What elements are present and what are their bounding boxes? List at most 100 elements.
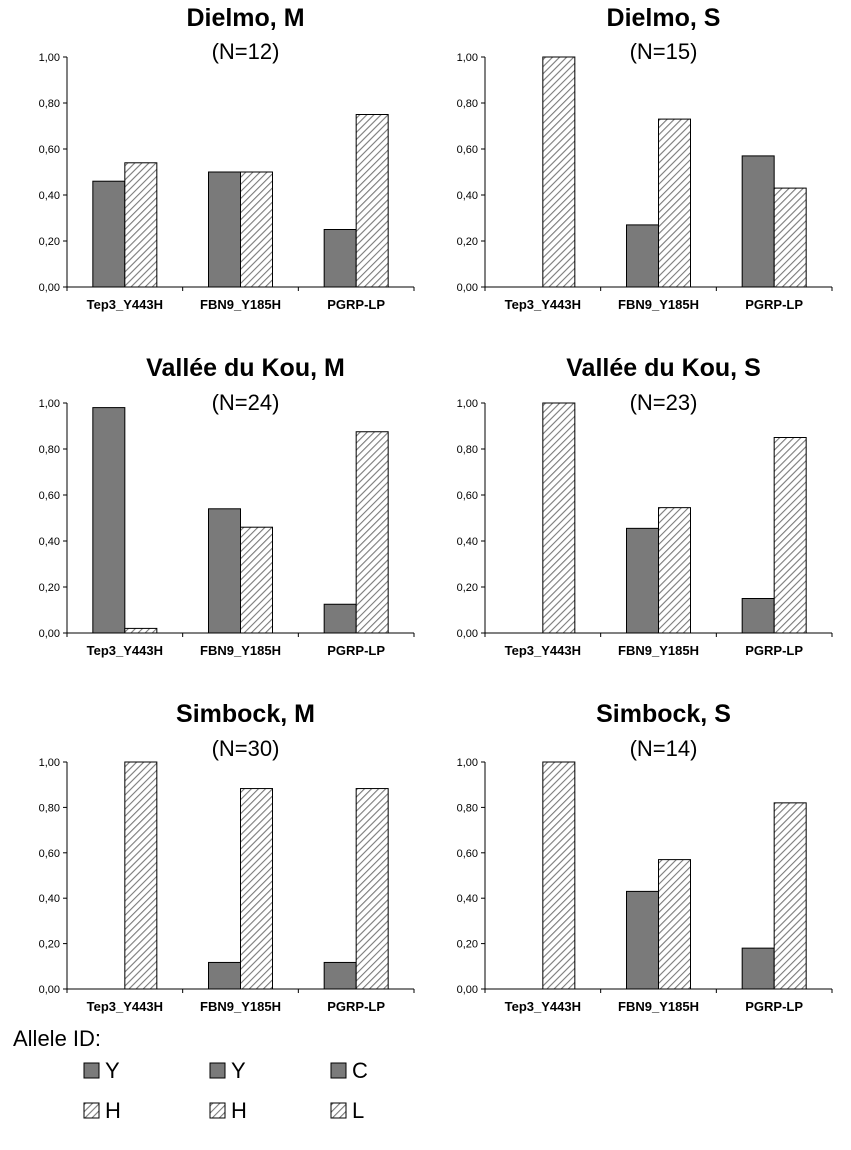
y-tick-label: 1,00 xyxy=(457,398,478,410)
bar-allele-1 xyxy=(324,604,356,633)
y-tick-label: 0,40 xyxy=(457,190,478,202)
y-tick-label: 0,40 xyxy=(39,536,60,548)
x-tick-label: FBN9_Y185H xyxy=(618,297,699,312)
x-tick-label: Tep3_Y443H xyxy=(87,999,163,1014)
x-tick-label: Tep3_Y443H xyxy=(505,297,581,312)
panel-sample-size: (N=30) xyxy=(212,736,280,761)
y-tick-label: 0,80 xyxy=(457,98,478,110)
y-tick-label: 0,80 xyxy=(457,444,478,456)
y-tick-label: 0,60 xyxy=(457,144,478,156)
bar-allele-2 xyxy=(356,789,388,989)
chart-panel-4: Vallée du Kou, S (N=23) 0,00 0,20 0,40 0,60 0,… xyxy=(457,354,832,658)
x-tick-label: Tep3_Y443H xyxy=(505,999,581,1014)
legend-label: Y xyxy=(105,1058,120,1083)
bar-allele-1 xyxy=(742,156,774,287)
y-tick-label: 0,00 xyxy=(39,984,60,996)
bar-allele-1 xyxy=(324,962,356,989)
y-tick-label: 0,60 xyxy=(39,490,60,502)
bar-allele-1 xyxy=(209,509,241,633)
x-tick-label: FBN9_Y185H xyxy=(200,297,281,312)
bar-allele-1 xyxy=(93,408,125,633)
panel-sample-size: (N=12) xyxy=(212,39,280,64)
y-tick-label: 0,20 xyxy=(39,236,60,248)
y-tick-label: 0,40 xyxy=(39,190,60,202)
x-tick-label: FBN9_Y185H xyxy=(200,643,281,658)
x-tick-label: PGRP-LP xyxy=(327,999,385,1014)
y-tick-label: 0,00 xyxy=(457,984,478,996)
y-tick-label: 0,40 xyxy=(457,536,478,548)
y-tick-label: 0,60 xyxy=(457,490,478,502)
bar-allele-1 xyxy=(324,230,356,288)
y-tick-label: 0,60 xyxy=(457,848,478,860)
y-tick-label: 0,80 xyxy=(39,802,60,814)
panel-sample-size: (N=15) xyxy=(630,39,698,64)
bar-allele-2 xyxy=(125,163,157,287)
panel-title: Dielmo, M xyxy=(186,4,304,32)
x-tick-label: PGRP-LP xyxy=(327,643,385,658)
bar-allele-2 xyxy=(125,628,157,633)
bar-allele-1 xyxy=(209,172,241,287)
panel-title: Simbock, S xyxy=(596,700,731,728)
legend-swatch-hatched xyxy=(331,1103,346,1118)
y-tick-label: 0,00 xyxy=(39,628,60,640)
x-tick-label: FBN9_Y185H xyxy=(200,999,281,1014)
panel-title: Dielmo, S xyxy=(607,4,721,32)
bar-allele-1 xyxy=(627,528,659,633)
x-tick-label: PGRP-LP xyxy=(745,297,803,312)
y-tick-label: 0,20 xyxy=(39,582,60,594)
y-tick-label: 0,20 xyxy=(457,236,478,248)
panel-title: Vallée du Kou, S xyxy=(566,354,761,382)
x-tick-label: Tep3_Y443H xyxy=(87,297,163,312)
x-tick-label: Tep3_Y443H xyxy=(505,643,581,658)
bar-allele-2 xyxy=(356,115,388,288)
chart-panel-5: Simbock, M (N=30) 0,00 0,20 0,40 0,60 0,80 1,00… xyxy=(39,700,414,1014)
bar-allele-1 xyxy=(742,599,774,634)
panel-sample-size: (N=23) xyxy=(630,390,698,415)
legend-swatch-solid xyxy=(84,1063,99,1078)
bar-allele-2 xyxy=(659,508,691,633)
y-tick-label: 0,80 xyxy=(39,98,60,110)
panel-sample-size: (N=14) xyxy=(630,736,698,761)
x-tick-label: FBN9_Y185H xyxy=(618,999,699,1014)
bar-allele-2 xyxy=(356,432,388,633)
chart-panel-2: Dielmo, S (N=15) 0,00 0,20 0,40 0,60 0,80 1,00 T… xyxy=(457,4,832,312)
y-tick-label: 1,00 xyxy=(457,757,478,769)
y-tick-label: 0,80 xyxy=(39,444,60,456)
y-tick-label: 1,00 xyxy=(39,52,60,64)
x-tick-label: PGRP-LP xyxy=(745,643,803,658)
y-tick-label: 0,60 xyxy=(39,848,60,860)
bar-allele-2 xyxy=(659,860,691,989)
bar-allele-2 xyxy=(774,188,806,287)
bar-allele-2 xyxy=(125,762,157,989)
y-tick-label: 0,80 xyxy=(457,802,478,814)
bar-allele-2 xyxy=(543,403,575,633)
y-tick-label: 0,40 xyxy=(457,893,478,905)
chart-panel-1: Dielmo, M (N=12) 0,00 0,20 0,40 0,60 0,80 1,00 T… xyxy=(39,4,414,312)
legend-label: H xyxy=(231,1098,247,1123)
legend-title: Allele ID: xyxy=(13,1026,101,1051)
legend-swatch-hatched xyxy=(210,1103,225,1118)
y-tick-label: 0,20 xyxy=(457,582,478,594)
legend-label: H xyxy=(105,1098,121,1123)
y-tick-label: 1,00 xyxy=(457,52,478,64)
chart-panel-6: Simbock, S (N=14) 0,00 0,20 0,40 0,60 0,80 1,00… xyxy=(457,700,832,1014)
bar-allele-2 xyxy=(241,789,273,989)
bar-allele-1 xyxy=(209,962,241,989)
legend-swatch-hatched xyxy=(84,1103,99,1118)
y-tick-label: 0,40 xyxy=(39,893,60,905)
bar-allele-2 xyxy=(241,527,273,633)
panel-sample-size: (N=24) xyxy=(212,390,280,415)
y-tick-label: 1,00 xyxy=(39,757,60,769)
bar-allele-2 xyxy=(543,57,575,287)
y-tick-label: 0,00 xyxy=(457,628,478,640)
bar-allele-2 xyxy=(774,803,806,989)
legend-label: Y xyxy=(231,1058,246,1083)
chart-panel-3: Vallée du Kou, M (N=24) 0,00 0,20 0,40 0,60 0,… xyxy=(39,354,414,658)
x-tick-label: Tep3_Y443H xyxy=(87,643,163,658)
panel-title: Vallée du Kou, M xyxy=(146,354,345,382)
bar-allele-1 xyxy=(742,948,774,989)
chart-panels: Dielmo, M (N=12) 0,00 0,20 0,40 0,60 0,80 1,00 T… xyxy=(39,4,832,1014)
y-tick-label: 0,20 xyxy=(457,939,478,951)
panel-title: Simbock, M xyxy=(176,700,315,728)
